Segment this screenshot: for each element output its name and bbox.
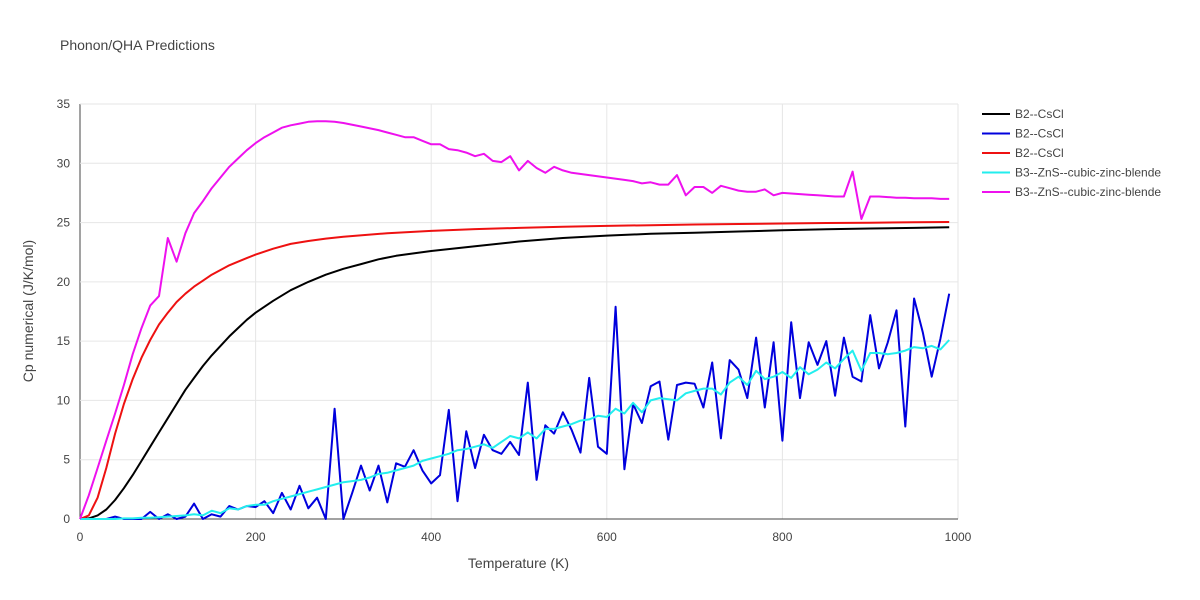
grid xyxy=(79,103,959,520)
legend-label: B2--CsCl xyxy=(1015,107,1064,121)
series-line-1 xyxy=(79,226,950,520)
x-tick-label: 400 xyxy=(421,530,441,544)
series-line-2 xyxy=(80,293,951,520)
legend[interactable]: B2--CsCl B2--CsCl B2--CsCl B3--ZnS--cubic-z… xyxy=(982,107,1161,199)
x-tick-label: 0 xyxy=(77,530,84,544)
series-line-4 xyxy=(80,339,950,520)
y-tick-label: 35 xyxy=(57,97,71,111)
series-line-5 xyxy=(79,120,950,520)
y-axis-label: Cp numerical (J/K/mol) xyxy=(20,240,36,382)
y-tick-label: 5 xyxy=(63,453,70,467)
series-line-3 xyxy=(79,221,950,520)
y-tick-labels: 0 5 10 15 20 25 30 35 xyxy=(57,97,71,526)
x-tick-label: 600 xyxy=(597,530,617,544)
x-tick-label: 800 xyxy=(772,530,792,544)
chart-title: Phonon/QHA Predictions xyxy=(60,37,215,53)
legend-item-4[interactable]: B3--ZnS--cubic-zinc-blende xyxy=(982,166,1161,180)
y-tick-label: 30 xyxy=(57,156,71,170)
legend-label: B3--ZnS--cubic-zinc-blende xyxy=(1015,166,1161,180)
x-tick-labels: 0 200 400 600 800 1000 xyxy=(77,530,972,544)
y-tick-label: 15 xyxy=(57,334,71,348)
legend-item-2[interactable]: B2--CsCl xyxy=(982,127,1064,141)
series-lines xyxy=(79,120,951,520)
legend-label: B2--CsCl xyxy=(1015,146,1064,160)
x-tick-label: 200 xyxy=(246,530,266,544)
y-tick-label: 25 xyxy=(57,216,71,230)
x-axis-label: Temperature (K) xyxy=(468,555,569,571)
legend-label: B3--ZnS--cubic-zinc-blende xyxy=(1015,185,1161,199)
legend-item-5[interactable]: B3--ZnS--cubic-zinc-blende xyxy=(982,185,1161,199)
legend-item-3[interactable]: B2--CsCl xyxy=(982,146,1064,160)
y-tick-label: 20 xyxy=(57,275,71,289)
legend-label: B2--CsCl xyxy=(1015,127,1064,141)
y-tick-label: 0 xyxy=(63,512,70,526)
x-tick-label: 1000 xyxy=(945,530,972,544)
y-tick-label: 10 xyxy=(57,393,71,407)
legend-item-1[interactable]: B2--CsCl xyxy=(982,107,1064,121)
